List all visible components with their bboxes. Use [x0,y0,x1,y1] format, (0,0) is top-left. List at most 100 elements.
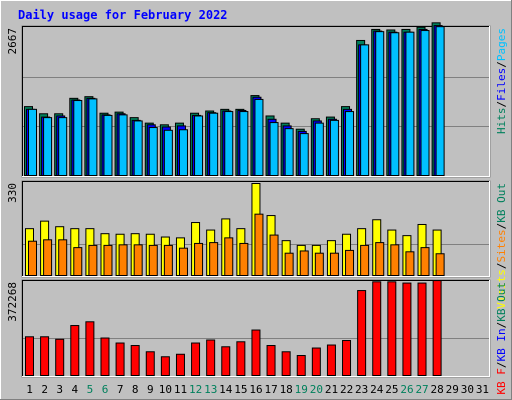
bar-pages-day-19 [299,133,309,176]
bar-kb_f-day-5 [85,321,95,376]
bar-sites-day-6 [103,244,113,277]
axis-legend-part-top-0: Hits [495,108,508,135]
bar-sites-day-27 [420,247,430,277]
bar-pages-day-25 [390,32,400,176]
bar-pages-day-21 [329,119,339,176]
bar-sites-day-21 [329,252,339,277]
axis-legend-part-bottom-1: / [495,362,508,369]
x-tick-label-8: 8 [132,383,139,396]
y-max-label-middle: 330 [6,183,19,203]
x-tick-label-15: 15 [234,383,247,396]
x-tick-label-4: 4 [72,383,79,396]
x-tick-label-9: 9 [147,383,154,396]
bar-kb_f-day-9 [145,351,155,376]
bar-sites-day-22 [345,249,355,276]
x-tick-label-26: 26 [400,383,413,396]
bar-kb_f-day-13 [206,339,216,376]
bar-pages-day-11 [178,129,188,176]
bar-sites-day-10 [163,244,173,277]
x-tick-label-13: 13 [204,383,217,396]
x-tick-label-20: 20 [310,383,323,396]
bar-sites-day-7 [118,244,128,276]
bar-sites-day-15 [239,242,249,276]
bar-kb_f-day-12 [191,342,201,377]
axis-legend-part-bottom-2: KB In [495,328,508,361]
bar-pages-day-16 [254,98,264,176]
bar-sites-day-4 [73,247,83,277]
bar-pages-day-9 [148,127,158,176]
bar-sites-day-24 [375,242,385,276]
bar-kb_f-day-16 [251,329,261,376]
bar-kb_f-day-8 [130,345,140,377]
axis-legend-part-bottom-4: KB Out [495,282,508,322]
bar-pages-day-4 [73,100,83,176]
x-tick-label-28: 28 [431,383,444,396]
bar-sites-day-2 [43,239,53,277]
bar-pages-day-5 [88,98,98,176]
axis-legend-part-middle-0: Visits [495,269,508,309]
axis-legend-middle: Visits/Sites/KB Out [495,183,508,309]
bar-kb_f-day-22 [342,340,352,377]
bar-sites-day-9 [148,244,158,277]
x-tick-label-22: 22 [340,383,353,396]
axis-legend-part-bottom-3: / [495,322,508,329]
bar-sites-day-16 [254,213,264,277]
bar-kb_f-day-7 [115,342,125,377]
bar-pages-day-6 [103,114,113,176]
bar-pages-day-18 [284,128,294,177]
x-tick-label-7: 7 [117,383,124,396]
bar-kb_f-day-23 [357,290,367,376]
bar-sites-day-8 [133,244,143,276]
bar-pages-day-13 [209,112,219,177]
bar-sites-day-13 [209,242,219,276]
axis-legend-part-middle-2: Sites [495,229,508,262]
bar-kb_f-day-2 [40,336,50,376]
bar-kb_f-day-3 [55,338,65,376]
bar-pages-day-10 [163,129,173,176]
bar-pages-day-27 [420,30,430,177]
x-tick-label-23: 23 [355,383,368,396]
bar-pages-day-28 [435,26,445,176]
bar-kb_f-day-17 [266,345,276,377]
bar-pages-day-23 [360,44,370,177]
bar-pages-day-15 [239,111,249,177]
bar-sites-day-25 [390,244,400,276]
x-tick-label-16: 16 [249,383,262,396]
axis-legend-part-top-4: Pages [495,28,508,61]
bar-kb_f-day-20 [311,347,321,377]
bar-pages-day-22 [345,111,355,177]
axis-legend-top: Hits/Files/Pages [495,28,508,134]
x-tick-label-6: 6 [102,383,109,396]
axis-legend-part-bottom-0: KB F [495,368,508,395]
x-tick-label-2: 2 [41,383,48,396]
bar-kb_f-day-18 [281,351,291,376]
bar-pages-day-24 [375,31,385,176]
bar-kb_f-day-26 [402,282,412,376]
x-tick-label-12: 12 [189,383,202,396]
axis-legend-part-top-3: / [495,61,508,68]
x-tick-label-18: 18 [280,383,293,396]
axis-legend-bottom: KB F/KB In/KB Out [495,282,508,395]
bar-sites-day-26 [405,251,415,276]
bar-pages-day-1 [28,108,37,176]
x-tick-label-19: 19 [295,383,308,396]
x-tick-label-27: 27 [415,383,428,396]
y-max-label-bottom: 372268 [6,282,19,322]
x-tick-label-21: 21 [325,383,338,396]
bar-sites-day-5 [88,244,98,277]
bar-kb_f-day-28 [432,280,442,376]
bar-kb_f-day-24 [372,281,382,377]
x-axis-labels: 1 2 3 4 5 6 7 8 9 10 11 12 13 14 15 16 17 18 19 20 21 22 23 24 2… [26,383,489,396]
bar-sites-day-14 [224,237,234,276]
bar-kb_f-day-15 [236,341,246,376]
bar-sites-day-23 [360,244,370,277]
bar-sites-day-11 [178,247,188,276]
x-tick-label-1: 1 [26,383,33,396]
x-tick-label-17: 17 [264,383,277,396]
bar-pages-day-12 [194,115,204,176]
bar-pages-day-20 [314,122,324,176]
axis-legend-part-top-2: Files [495,68,508,101]
x-tick-label-14: 14 [219,383,233,396]
bar-sites-day-17 [269,234,279,277]
